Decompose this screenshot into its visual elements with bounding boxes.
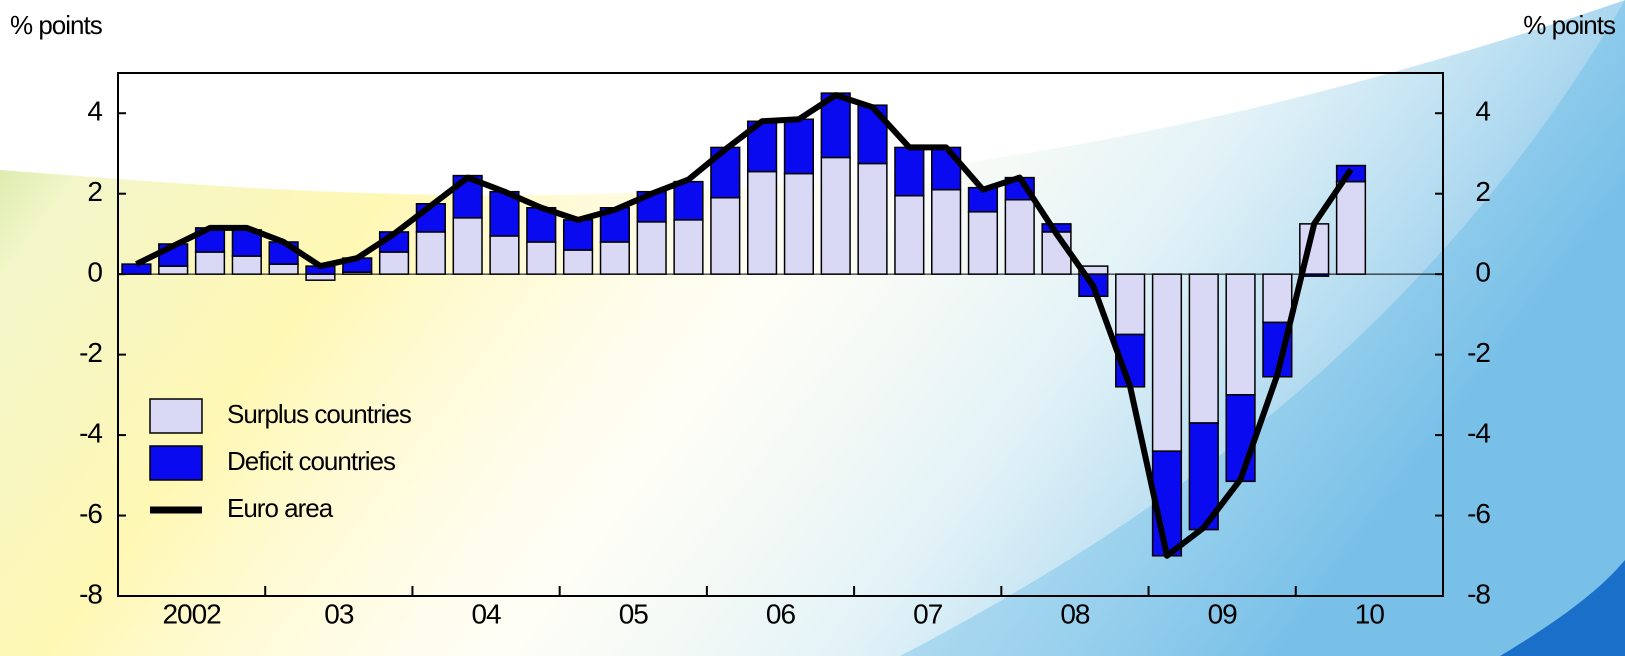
legend-swatch — [149, 445, 203, 481]
plot-frame — [117, 72, 1444, 597]
bar — [415, 231, 446, 275]
bar — [268, 263, 299, 275]
y-tick-label: 4 — [87, 96, 102, 127]
bar — [783, 118, 815, 175]
bar — [710, 196, 741, 275]
bar — [820, 156, 851, 275]
line — [135, 92, 1354, 559]
y2-tick-label: -4 — [1467, 417, 1490, 448]
y-tick-label: -6 — [79, 498, 102, 529]
legend-label: Surplus countries — [227, 399, 412, 429]
bar — [562, 219, 594, 251]
bar — [931, 146, 962, 191]
x-tick-label: 09 — [1208, 598, 1238, 629]
bar — [599, 241, 630, 275]
bar — [489, 235, 520, 275]
y2-tick-label: -2 — [1467, 337, 1490, 368]
bar — [562, 249, 594, 275]
bar — [857, 162, 888, 275]
y2-tick-label: 4 — [1475, 96, 1490, 127]
bar — [894, 146, 925, 197]
y2-tick-label: -8 — [1467, 578, 1490, 609]
bar — [1225, 273, 1256, 396]
bar — [526, 241, 557, 275]
y2-tick-label: 2 — [1475, 176, 1490, 207]
x-tick-label: 2002 — [162, 598, 221, 629]
y-tick-label: 0 — [87, 257, 102, 288]
y-tick-label: 2 — [87, 176, 102, 207]
legend: Surplus countries Deficit countries Euro a… — [149, 398, 413, 523]
x-tick-label: 10 — [1355, 598, 1385, 629]
x-tick-label: 03 — [324, 598, 354, 629]
plot: -8 -6 -4 -2 0 2 4 -8 -6 -4 -2 0 2 4 2002 03 04 05 06 07 08 09… — [79, 92, 1491, 629]
x-tick-label: 07 — [913, 598, 943, 629]
y2-tick-label: -6 — [1467, 498, 1490, 529]
bar — [636, 221, 667, 275]
y-tick-label: -8 — [79, 578, 102, 609]
y-tick-label: -4 — [79, 417, 102, 448]
bar — [746, 170, 778, 275]
bar — [931, 188, 962, 275]
x-tick-label: 04 — [471, 598, 501, 629]
bar — [121, 263, 152, 275]
legend-label: Deficit countries — [227, 446, 396, 476]
bar — [1262, 273, 1293, 324]
legend-swatch — [149, 398, 203, 434]
bar — [1225, 394, 1256, 483]
bar — [1188, 273, 1219, 424]
legend-label: Euro area — [227, 493, 334, 523]
bar — [305, 273, 336, 281]
bar — [378, 251, 410, 275]
bar — [194, 251, 226, 275]
bar — [158, 265, 189, 275]
x-tick-label: 06 — [766, 598, 796, 629]
bar — [673, 180, 704, 221]
bar — [1004, 198, 1035, 275]
y2-axis-title: % points — [1523, 10, 1616, 40]
bar — [1151, 273, 1183, 452]
bar — [231, 255, 262, 275]
y-tick-label: -2 — [79, 337, 102, 368]
bar — [673, 219, 704, 275]
y2-tick-label: 0 — [1475, 257, 1490, 288]
bar — [857, 104, 888, 165]
bar — [783, 172, 815, 275]
bar — [1115, 273, 1146, 336]
bar — [1335, 180, 1367, 275]
bar — [894, 194, 925, 275]
bar — [967, 211, 999, 275]
bar — [452, 217, 483, 275]
x-tick-label: 05 — [619, 598, 649, 629]
y-axis-title: % points — [10, 10, 103, 40]
x-tick-label: 08 — [1060, 598, 1090, 629]
